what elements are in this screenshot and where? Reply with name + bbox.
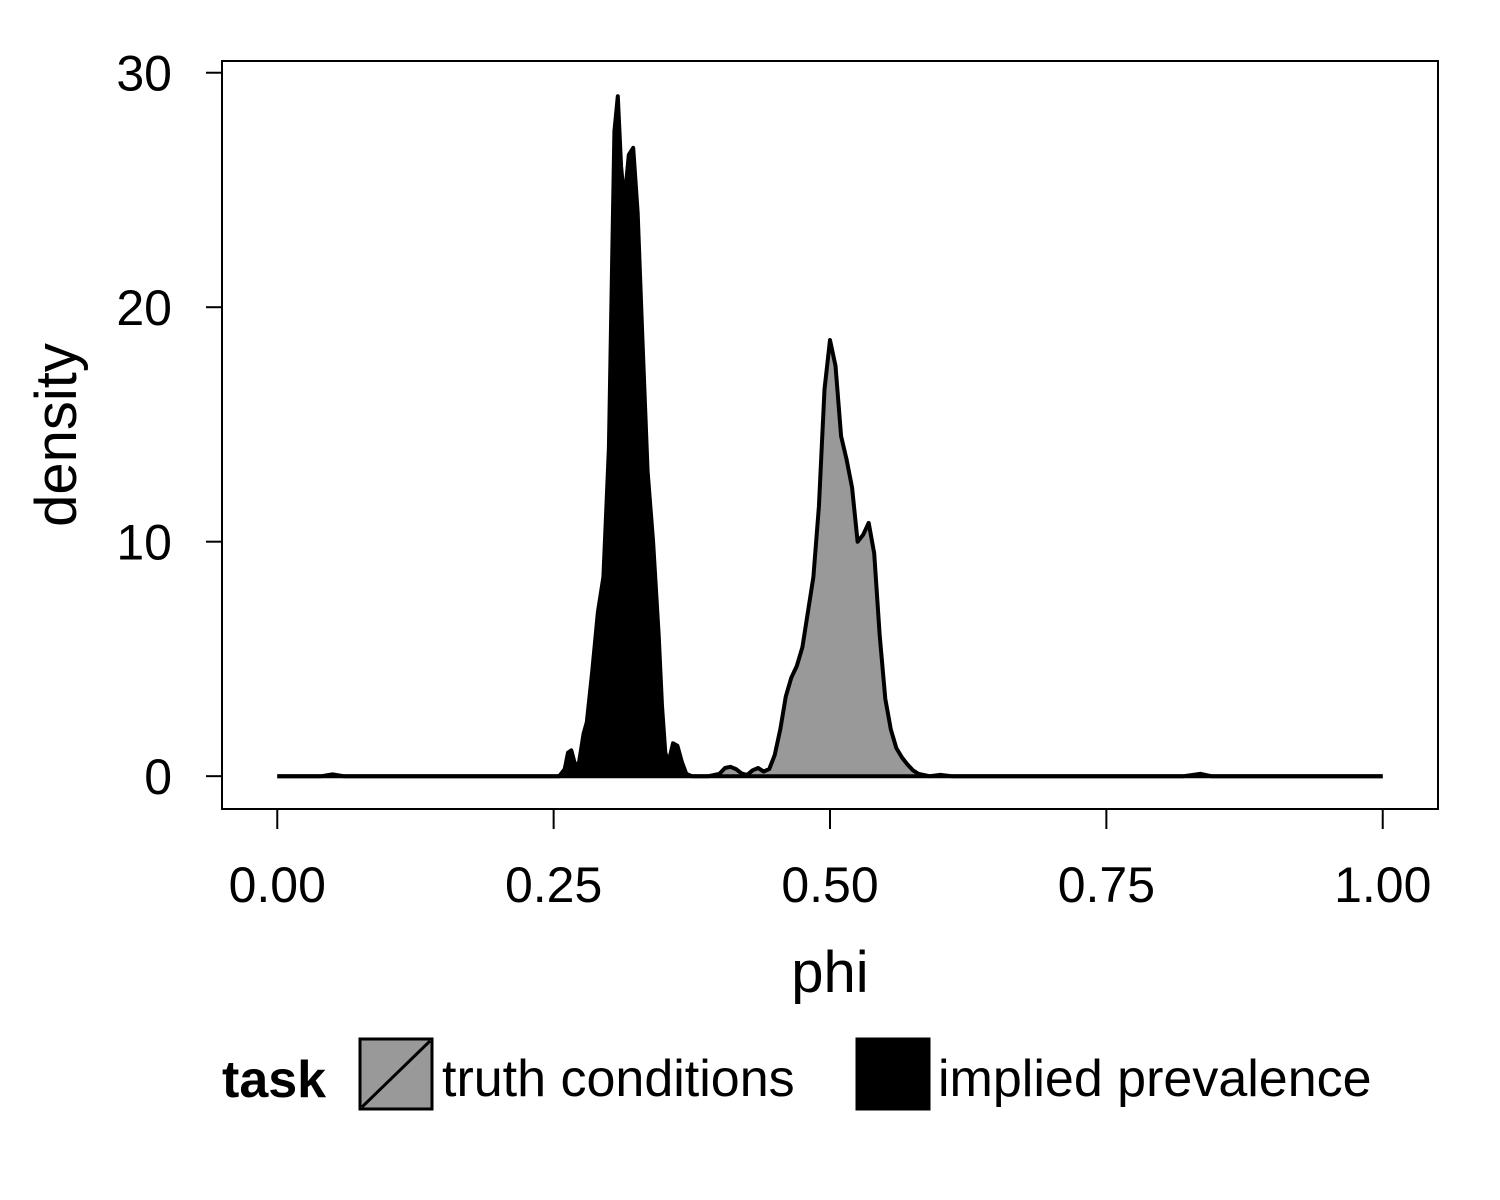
x-tick-label: 0.75 xyxy=(1058,857,1155,913)
y-tick-label: 0 xyxy=(144,749,172,805)
legend-key-truth-conditions-slash xyxy=(360,1039,432,1109)
legend-key-implied-prevalence xyxy=(855,1037,931,1111)
y-tick-label: 30 xyxy=(116,46,172,102)
y-tick-label: 20 xyxy=(116,280,172,336)
x-tick-label: 1.00 xyxy=(1334,857,1431,913)
x-tick-label: 0.25 xyxy=(505,857,602,913)
density-area-truth-conditions xyxy=(277,340,1383,777)
legend-label-implied-prevalence: implied prevalence xyxy=(938,1050,1372,1108)
x-tick-label: 0.50 xyxy=(781,857,878,913)
legend-title: task xyxy=(222,1051,326,1109)
series-layer xyxy=(277,94,1383,779)
y-axis: 0 10 20 30 xyxy=(116,46,222,805)
density-line-truth-conditions xyxy=(277,338,1383,779)
y-axis-title: density xyxy=(24,343,89,527)
x-tick-label: 0.00 xyxy=(229,857,326,913)
x-axis: 0.00 0.25 0.50 0.75 1.00 xyxy=(229,809,1431,913)
legend: task truth conditions implied prevalence xyxy=(222,1037,1372,1111)
legend-label-truth-conditions: truth conditions xyxy=(442,1050,795,1108)
density-line-implied-prevalence xyxy=(277,94,1383,779)
y-tick-label: 10 xyxy=(116,515,172,571)
x-axis-title: phi xyxy=(791,940,868,1005)
